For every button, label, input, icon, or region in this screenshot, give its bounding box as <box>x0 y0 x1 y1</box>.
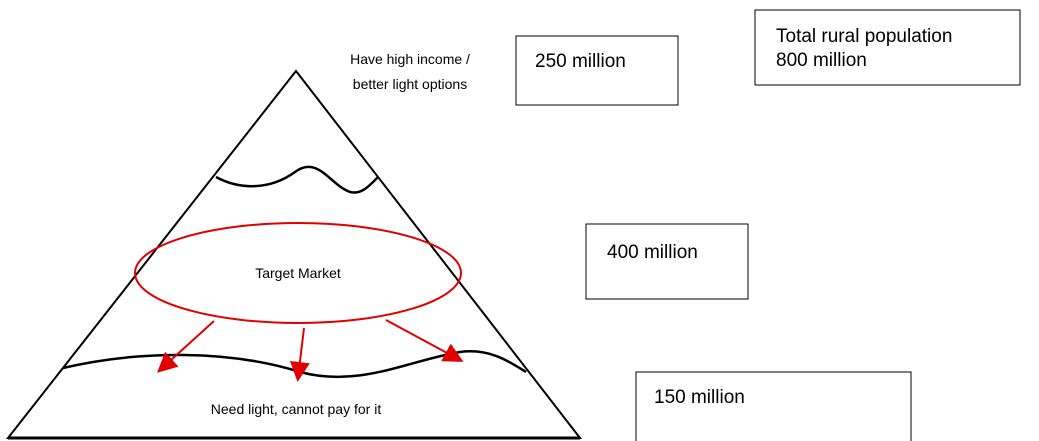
arrow <box>385 319 464 362</box>
target-ellipse <box>134 222 462 324</box>
box-label: 150 million <box>654 387 745 408</box>
box-label: 800 million <box>776 50 867 71</box>
box <box>754 9 1021 86</box>
box-label: 250 million <box>535 51 626 72</box>
middle-label: Target Market <box>255 265 341 281</box>
pyramid <box>5 69 583 439</box>
top-label: Have high income / <box>350 51 470 67</box>
top-divider <box>215 165 379 194</box>
box-label: 400 million <box>607 242 698 263</box>
box <box>635 371 912 441</box>
bottom-divider <box>62 350 527 379</box>
box <box>585 223 749 300</box>
top-label: better light options <box>353 76 467 92</box>
box-label: Total rural population <box>776 26 952 47</box>
arrow <box>289 327 310 382</box>
bottom-label: Need light, cannot pay for it <box>211 401 382 417</box>
arrow <box>157 320 215 373</box>
box <box>515 35 679 106</box>
